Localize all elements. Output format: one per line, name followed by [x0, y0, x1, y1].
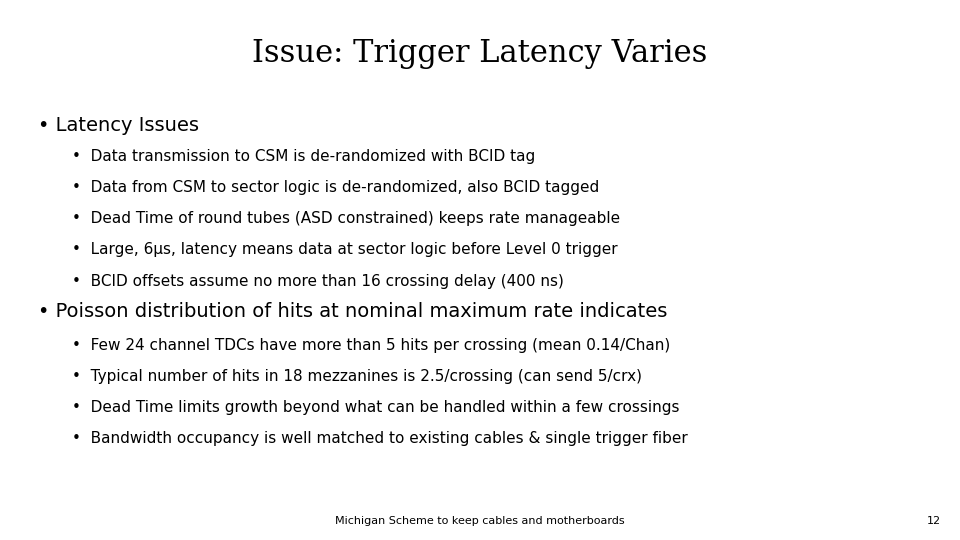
- Text: •  Data transmission to CSM is de-randomized with BCID tag: • Data transmission to CSM is de-randomi…: [72, 148, 536, 164]
- Text: 12: 12: [926, 516, 941, 526]
- Text: •  BCID offsets assume no more than 16 crossing delay (400 ns): • BCID offsets assume no more than 16 cr…: [72, 274, 564, 289]
- Text: •  Few 24 channel TDCs have more than 5 hits per crossing (mean 0.14/Chan): • Few 24 channel TDCs have more than 5 h…: [72, 338, 670, 353]
- Text: •  Typical number of hits in 18 mezzanines is 2.5/crossing (can send 5/crx): • Typical number of hits in 18 mezzanine…: [72, 369, 642, 384]
- Text: •  Data from CSM to sector logic is de-randomized, also BCID tagged: • Data from CSM to sector logic is de-ra…: [72, 180, 599, 195]
- Text: • Latency Issues: • Latency Issues: [38, 116, 200, 135]
- Text: Michigan Scheme to keep cables and motherboards: Michigan Scheme to keep cables and mothe…: [335, 516, 625, 526]
- Text: •  Large, 6μs, latency means data at sector logic before Level 0 trigger: • Large, 6μs, latency means data at sect…: [72, 242, 617, 258]
- Text: •  Dead Time limits growth beyond what can be handled within a few crossings: • Dead Time limits growth beyond what ca…: [72, 400, 680, 415]
- Text: •  Bandwidth occupancy is well matched to existing cables & single trigger fiber: • Bandwidth occupancy is well matched to…: [72, 431, 687, 447]
- Text: • Poisson distribution of hits at nominal maximum rate indicates: • Poisson distribution of hits at nomina…: [38, 302, 668, 321]
- Text: •  Dead Time of round tubes (ASD constrained) keeps rate manageable: • Dead Time of round tubes (ASD constrai…: [72, 211, 620, 226]
- Text: Issue: Trigger Latency Varies: Issue: Trigger Latency Varies: [252, 38, 708, 69]
